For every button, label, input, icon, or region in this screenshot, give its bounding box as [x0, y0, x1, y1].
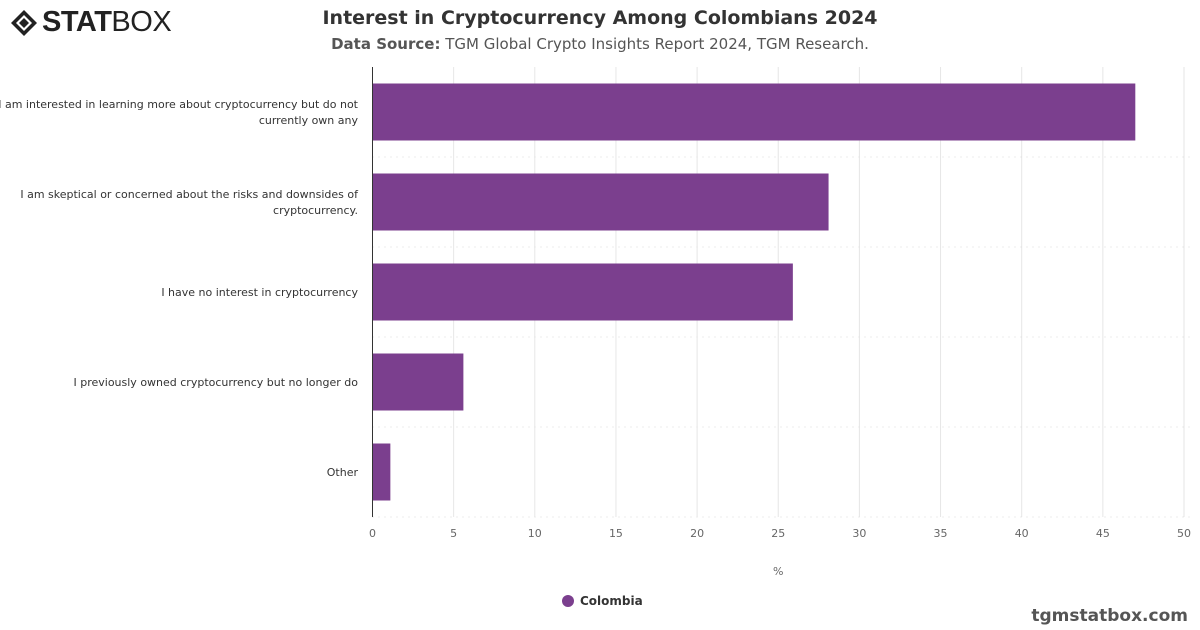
legend-item-colombia[interactable]: Colombia — [562, 594, 643, 608]
y-category-label: I am skeptical or concerned about the ri… — [20, 188, 359, 217]
x-tick-label: 40 — [1015, 527, 1029, 540]
x-tick-label: 5 — [450, 527, 457, 540]
bar — [372, 173, 829, 231]
logo-text-bold: STAT — [42, 6, 112, 38]
x-tick-label: 20 — [690, 527, 704, 540]
y-category-label: I previously owned cryptocurrency but no… — [73, 376, 358, 389]
statbox-logo: STATBOX — [10, 6, 172, 39]
x-tick-label: 50 — [1177, 527, 1191, 540]
x-tick-label: 45 — [1096, 527, 1110, 540]
x-tick-label: 25 — [771, 527, 785, 540]
x-tick-label: 35 — [934, 527, 948, 540]
y-category-label: I am interested in learning more about c… — [0, 98, 359, 127]
legend-label: Colombia — [580, 594, 643, 608]
subtitle-text: TGM Global Crypto Insights Report 2024, … — [445, 35, 869, 53]
subtitle-label: Data Source: — [331, 35, 441, 53]
legend-marker — [562, 595, 574, 607]
diamond-logo-icon — [11, 9, 37, 36]
y-category-label: I have no interest in cryptocurrency — [161, 286, 358, 299]
y-category-label: Other — [327, 466, 359, 479]
x-axis-title: % — [773, 565, 783, 578]
x-tick-label: 30 — [852, 527, 866, 540]
bar — [372, 443, 391, 501]
x-tick-label: 15 — [609, 527, 623, 540]
x-tick-label: 0 — [369, 527, 376, 540]
footer-url: tgmstatbox.com — [1031, 606, 1188, 626]
logo-text-light: BOX — [111, 6, 172, 38]
chart-subtitle: Data Source: TGM Global Crypto Insights … — [0, 35, 1200, 53]
bar — [372, 263, 793, 321]
bar — [372, 83, 1136, 141]
x-tick-label: 10 — [528, 527, 542, 540]
chart-title: Interest in Cryptocurrency Among Colombi… — [322, 7, 878, 29]
bar — [372, 353, 464, 411]
